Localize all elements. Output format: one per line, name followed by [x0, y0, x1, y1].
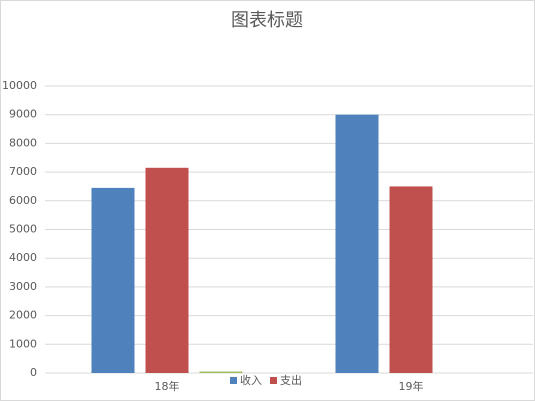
y-tick-label: 7000	[9, 165, 37, 178]
bar	[389, 186, 433, 373]
y-tick-label: 3000	[9, 280, 37, 293]
y-tick-label: 0	[30, 366, 37, 379]
x-tick-label: 18年	[155, 379, 180, 393]
y-tick-label: 2000	[9, 309, 37, 322]
y-tick-label: 9000	[9, 108, 37, 121]
x-tick-label: 19年	[399, 379, 424, 393]
legend-swatch	[270, 377, 277, 384]
y-tick-label: 5000	[9, 223, 37, 236]
legend-label: 收入	[240, 373, 262, 387]
legend-label: 支出	[280, 373, 302, 387]
y-tick-label: 6000	[9, 194, 37, 207]
y-tick-label: 1000	[9, 337, 37, 350]
bar	[145, 167, 189, 373]
y-tick-label: 10000	[2, 79, 37, 92]
y-tick-label: 4000	[9, 251, 37, 264]
legend-swatch	[230, 377, 237, 384]
chart-title: 图表标题	[231, 10, 303, 31]
y-tick-label: 8000	[9, 136, 37, 149]
bar	[199, 371, 243, 373]
bar	[335, 114, 379, 373]
bar	[91, 187, 135, 373]
